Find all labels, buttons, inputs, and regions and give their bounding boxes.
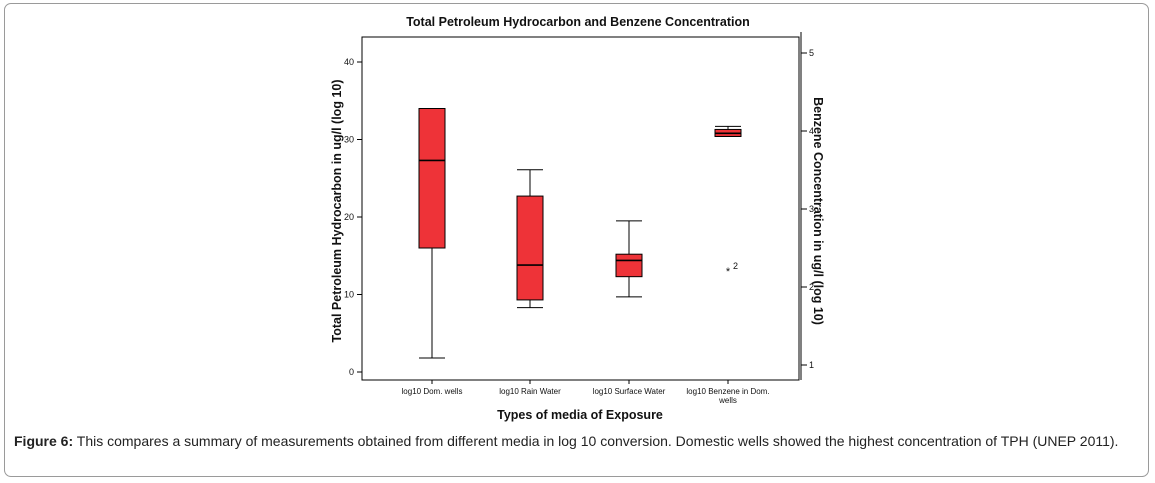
x-axis-tick-label: log10 Rain Water: [499, 387, 561, 396]
box-plot-chart: Total Petroleum Hydrocarbon and Benzene …: [330, 15, 825, 422]
outlier-marker: *: [726, 266, 731, 278]
outlier-label: 2: [733, 261, 738, 271]
figure-label: Figure 6:: [14, 433, 74, 449]
x-axis: log10 Dom. wells log10 Rain Water log10 Su…: [402, 380, 770, 405]
x-axis-tick-label: log10 Benzene in Dom. wells: [686, 387, 769, 405]
right-axis-tick-label: 3: [809, 204, 814, 214]
left-axis-tick-label: 10: [344, 290, 354, 300]
right-axis-tick-label: 1: [809, 360, 814, 370]
plot-area: [361, 36, 800, 381]
chart-title: Total Petroleum Hydrocarbon and Benzene …: [406, 15, 750, 29]
left-axis-tick-label: 0: [349, 367, 354, 377]
figure-caption: Figure 6: This compares a summary of mea…: [14, 432, 1139, 450]
box-body: [516, 195, 544, 301]
box-body: [418, 108, 446, 249]
y-axis-label: Total Petroleum Hydrocarbon in ug/l (log…: [330, 80, 344, 343]
right-axis-tick-label: 5: [809, 48, 814, 58]
box-body: [615, 253, 643, 278]
figure-frame: [4, 3, 1149, 477]
box-1: [418, 108, 446, 359]
x-axis-label: Types of media of Exposure: [497, 408, 663, 422]
right-axis-tick-label: 2: [809, 282, 814, 292]
y2-axis-label: Benzene Concentration in ug/l (log 10): [811, 97, 825, 325]
box-3: [615, 220, 643, 298]
right-axis-tick-label: 4: [809, 126, 814, 136]
right-y-axis: 1 2 3 4 5: [800, 32, 814, 380]
caption-text: This compares a summary of measurements …: [73, 433, 1119, 449]
left-axis-tick-label: 20: [344, 212, 354, 222]
left-axis-tick-label: 30: [344, 135, 354, 145]
x-axis-tick-label: log10 Surface Water: [593, 387, 666, 396]
left-y-axis: 0 10 20 30 40: [344, 57, 362, 377]
box-series: * 2: [418, 108, 742, 359]
x-axis-tick-label: log10 Dom. wells: [402, 387, 463, 396]
box-4: [714, 125, 742, 137]
left-axis-tick-label: 40: [344, 57, 354, 67]
box-2: [516, 169, 544, 309]
